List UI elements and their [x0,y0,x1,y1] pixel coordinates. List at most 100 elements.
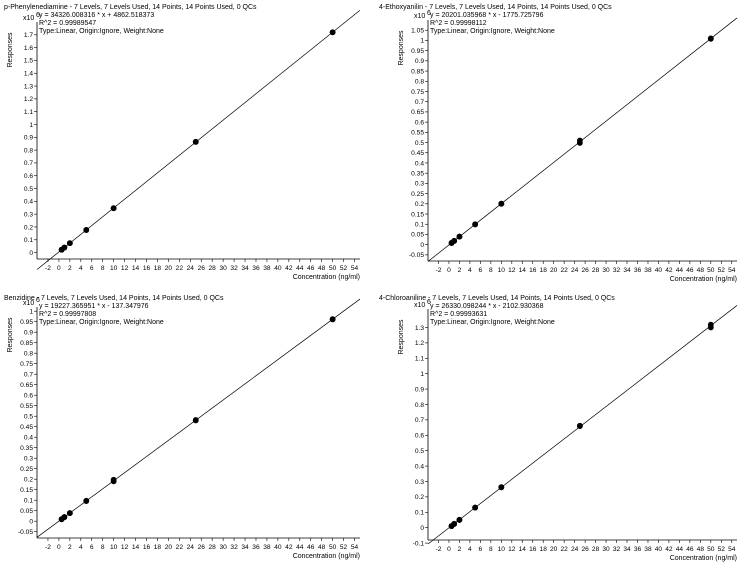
y-tick-label: 0.4 [24,199,33,206]
x-tick-label: 22 [560,267,568,274]
x-tick-label: 44 [296,544,304,551]
y-tick-label: 0.55 [411,130,424,137]
y-tick-label: 0.75 [411,89,424,96]
x-tick-label: 26 [198,265,206,272]
x-tick-label: 0 [57,265,61,272]
x-tick-label: 26 [581,267,589,274]
y-tick-label: 0.95 [20,319,33,326]
x-tick-label: 18 [154,544,162,551]
x-tick-label: 50 [707,546,715,553]
y-tick-label: 0.85 [411,68,424,75]
y-tick-label: 1.1 [415,356,424,363]
y-axis-label: Responses [398,319,405,355]
x-tick-label: 22 [176,544,184,551]
y-tick-label: 0.5 [24,414,33,421]
y-tick-label: 0.1 [415,510,424,517]
fit-type: Type:Linear, Origin:Ignore, Weight:None [39,28,164,35]
y-tick-label: 1.2 [415,340,424,347]
fit-equation: y = 26330.098244 * x - 2102.930368 [430,303,544,310]
x-tick-label: 10 [498,267,506,274]
data-point [110,476,117,483]
y-tick-label: 0.7 [24,160,33,167]
x-axis-label: Concentration (ng/ml) [293,553,360,560]
y-axis-label: Responses [398,30,405,66]
x-tick-label: 16 [143,544,151,551]
y-tick-label: 0.1 [24,237,33,244]
y-exponent-power: 6 [36,297,40,304]
fit-line [36,9,361,270]
x-tick-label: 54 [728,546,736,553]
y-tick-label: 1 [29,309,33,316]
y-tick-label: 0.85 [20,340,33,347]
x-tick-label: 20 [165,544,173,551]
x-tick-label: 4 [468,267,472,274]
x-tick-label: 34 [241,544,249,551]
y-tick-label: 0.1 [24,498,33,505]
y-tick-label: -0.1 [413,540,425,547]
x-tick-label: 38 [644,546,652,553]
x-tick-label: 54 [728,267,736,274]
x-tick-label: 24 [187,544,195,551]
x-tick-label: 14 [132,265,140,272]
y-tick-label: 0.1 [415,222,424,229]
r-squared: R^2 = 0.99993631 [430,311,487,318]
x-tick-label: 28 [592,546,600,553]
x-tick-label: 46 [686,546,694,553]
y-tick-label: 1.7 [24,32,33,39]
y-tick-label: 0.2 [24,224,33,231]
r-squared: R^2 = 0.99997808 [39,311,96,318]
chart-svg: 4-Ethoxyanilin - 7 Levels, 7 Levels Used… [379,4,738,283]
y-tick-label: 0.5 [24,186,33,193]
y-tick-label: 0.3 [24,211,33,218]
x-tick-label: 46 [686,267,694,274]
fit-type: Type:Linear, Origin:Ignore, Weight:None [39,319,164,326]
y-exponent-power: 6 [36,12,40,19]
x-tick-label: -2 [436,267,442,274]
chart-title: p-Phenylenediamine - 7 Levels, 7 Levels … [4,4,257,11]
y-axis-label: Responses [7,317,14,353]
x-tick-label: 12 [508,546,516,553]
r-squared: R^2 = 0.99989547 [39,20,96,27]
data-point [192,138,199,145]
y-axis-label: Responses [7,32,14,68]
y-tick-label: 1.05 [411,28,424,35]
y-tick-label: 1 [420,371,424,378]
x-tick-label: 18 [540,267,548,274]
y-tick-label: 0.35 [20,445,33,452]
x-tick-label: 16 [529,546,537,553]
x-tick-label: 28 [209,544,217,551]
calibration-chart-benzidine: Benzidine - 7 Levels, 7 Levels Used, 14 … [0,291,372,574]
x-tick-label: 32 [230,544,238,551]
chart-title: 4-Chloroaniline - 7 Levels, 7 Levels Use… [379,295,615,302]
y-tick-label: -0.05 [409,252,424,259]
chart-svg: Benzidine - 7 Levels, 7 Levels Used, 14 … [4,295,361,560]
y-tick-label: 0.9 [24,330,33,337]
x-tick-label: -2 [45,544,51,551]
y-tick-label: 0.3 [415,181,424,188]
fit-equation: y = 20201.035968 * x - 1775.725796 [430,12,544,19]
chart-svg: 4-Chloroaniline - 7 Levels, 7 Levels Use… [379,295,738,562]
y-tick-label: 0.15 [20,487,33,494]
y-tick-label: 0.05 [20,508,33,515]
x-tick-label: 4 [79,265,83,272]
x-tick-label: 38 [263,265,271,272]
x-tick-label: -2 [436,546,442,553]
x-tick-label: 0 [57,544,61,551]
y-tick-label: 0.6 [415,119,424,126]
x-tick-label: -2 [45,265,51,272]
x-tick-label: 6 [90,544,94,551]
x-tick-label: 18 [540,546,548,553]
x-tick-label: 28 [209,265,217,272]
y-tick-label: 0.7 [24,372,33,379]
y-tick-label: 0.4 [415,160,424,167]
y-tick-label: 1.1 [24,109,33,116]
x-tick-label: 34 [623,546,631,553]
x-tick-label: 4 [79,544,83,551]
x-tick-label: 8 [101,265,105,272]
y-tick-label: -0.05 [18,529,33,536]
y-tick-label: 0.8 [415,402,424,409]
x-tick-label: 24 [571,546,579,553]
x-tick-label: 14 [132,544,140,551]
data-point [576,137,583,144]
data-point [451,520,458,527]
